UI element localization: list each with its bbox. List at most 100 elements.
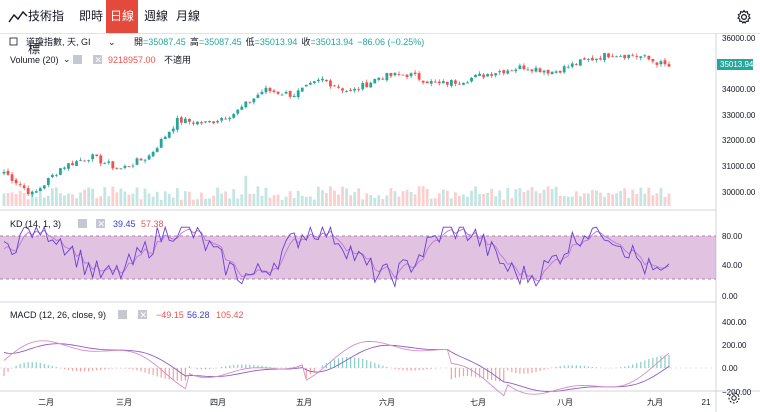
kd-axis[interactable]: 80.00 40.00 0.00 [722,232,743,301]
candle-body [151,151,155,157]
price-axis[interactable]: 36000.00 34000.00 33000.00 32000.00 3100… [722,34,756,197]
volume-remove-icon[interactable] [93,55,102,64]
volume-bar [159,199,163,206]
high-value: =35087.45 [199,37,242,47]
macd-histogram-bar [273,367,275,368]
tab-daily[interactable]: 日線 [106,0,138,33]
candle-body [373,79,377,84]
indicators-button[interactable]: 技術指標 [6,0,70,56]
macd-histogram-bar [3,368,5,377]
candle-body [38,188,42,192]
volume-bar [139,199,143,206]
macd-histogram-bar [543,368,545,370]
macd-settings-icon[interactable] [118,310,127,319]
candle-body [103,163,107,164]
tab-monthly[interactable]: 月線 [175,0,201,33]
symbol-label[interactable]: 道瓊指數, 天, GI [26,36,91,47]
macd-remove-icon[interactable] [138,310,147,319]
volume-bar [103,187,107,206]
kd-label[interactable]: KD (14, 1, 3) [10,219,61,229]
time-tick: 二月 [38,398,54,407]
macd-histogram-bar [507,368,509,371]
tab-realtime[interactable]: 即時 [78,0,104,33]
macd-histogram-bar [297,366,299,368]
macd-histogram-bar [620,367,622,368]
candle-body [357,89,361,91]
gear-icon[interactable] [736,9,752,25]
volume-bar [421,186,425,206]
ohlc-readout: 開=35087.45 高=35087.45 低=35013.94 收=35013.94… [134,36,424,47]
chart-area[interactable]: 36000.00 34000.00 33000.00 32000.00 3100… [0,34,760,412]
candle-body [187,119,191,122]
time-axis[interactable]: 二月 三月 四月 五月 六月 七月 八月 九月 21 [38,397,711,407]
candle-body [6,170,10,175]
macd-histogram-bar [39,362,41,368]
macd-histogram-bar [88,368,90,372]
time-tick: 八月 [557,398,573,407]
candle-body [643,55,647,57]
macd-histogram-bar [67,368,70,371]
macd-histogram-bar [329,361,332,368]
candle-body [659,61,663,65]
candle-body [18,184,22,186]
volume-bar [260,195,264,206]
macd-histogram-bar [410,368,412,371]
candle-body [155,148,159,152]
candle-body [458,83,461,85]
candle-body [67,163,70,169]
collapse-legend-icon[interactable] [9,37,18,46]
macd-histogram-bar [567,365,569,368]
kd-settings-icon[interactable] [78,219,87,228]
volume-bar [373,197,377,206]
volume-bar [216,187,220,206]
axis-settings-icon[interactable] [728,392,740,404]
candle-body [91,154,95,160]
volume-bar [603,196,606,206]
kd-remove-icon[interactable] [96,219,105,228]
candle-body [163,136,167,140]
volume-bar [34,197,38,206]
macd-histogram-bar [527,368,529,374]
macd-series [3,340,670,397]
macd-histogram-bar [100,368,102,370]
candle-body [599,58,602,60]
symbol-dropdown-icon[interactable]: ⌄ [108,37,116,47]
volume-bar [550,188,554,206]
macd-axis[interactable]: 400.00 200.00 0.00 −200.00 [722,318,752,397]
volume-bar [542,189,546,206]
volume-bar [187,191,191,206]
volume-bar [647,187,651,206]
volume-bar [486,192,490,206]
volume-bars [2,175,671,206]
candle-body [147,155,151,160]
macd-histogram-bar [245,364,247,368]
macd-line-value: 56.28 [187,310,210,320]
volume-label[interactable]: Volume (20) [10,55,59,65]
macd-histogram-bar [261,365,263,368]
volume-bar [397,196,401,206]
candle-body [341,88,344,91]
candle-body [123,165,127,168]
macd-histogram-bar [535,368,537,372]
macd-label[interactable]: MACD (12, 26, close, 9) [10,310,106,320]
volume-visibility-icon[interactable] [73,55,82,64]
volume-bar [244,175,248,206]
volume-bar [42,197,46,206]
macd-histogram-bar [345,357,348,368]
candle-body [401,74,405,76]
macd-histogram-bar [503,368,505,382]
candle-body [268,88,272,92]
volume-bar [6,193,10,206]
volume-bar [26,199,30,206]
tab-weekly[interactable]: 週線 [143,0,169,33]
candle-body [490,74,494,76]
volume-dropdown-icon[interactable]: ⌄ [63,54,71,64]
volume-bar [586,193,590,206]
candle-body [389,73,393,77]
macd-histogram-bar [652,357,654,368]
volume-bar [466,196,469,206]
macd-histogram-bar [23,362,25,368]
candle-body [349,89,353,91]
candle-body [119,168,123,170]
candle-body [462,82,465,85]
